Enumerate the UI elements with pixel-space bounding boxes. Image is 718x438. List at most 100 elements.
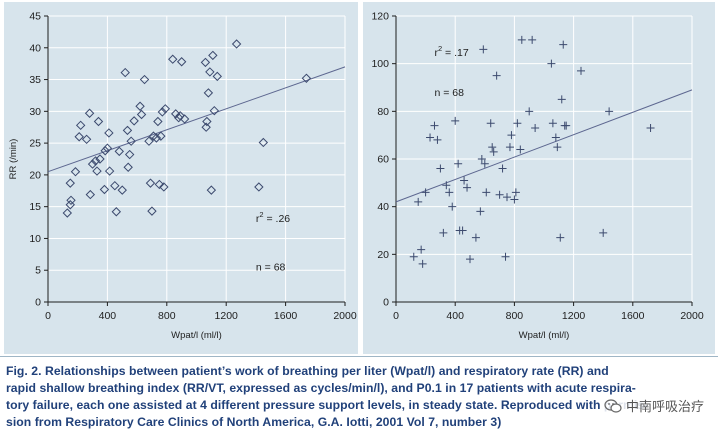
data-point (442, 181, 451, 190)
figure-caption: Fig. 2. Relationships between patient’s … (0, 356, 718, 438)
data-point (301, 73, 312, 83)
data-point (445, 188, 454, 197)
data-point (202, 116, 212, 127)
r-squared-annotation: r2 = .17 (434, 44, 468, 59)
data-point (176, 57, 187, 67)
wechat-icon (604, 398, 622, 413)
data-point (104, 128, 114, 138)
data-point (448, 202, 457, 211)
data-point (492, 71, 501, 80)
x-tick-label: 800 (506, 310, 524, 322)
y-tick-label: 0 (35, 297, 41, 309)
y-tick-label: 0 (383, 297, 389, 309)
y-tick-label: 40 (377, 201, 389, 213)
y-tick-label: 5 (35, 265, 41, 277)
data-point (513, 119, 522, 128)
caption-line-3: tory failure, each one assisted at 4 dif… (6, 398, 649, 412)
data-point (175, 111, 185, 121)
sample-size-annotation: n = 68 (256, 262, 286, 274)
data-point (421, 188, 430, 197)
y-tick-label: 80 (377, 106, 389, 118)
regression-line (47, 66, 346, 173)
y-axis-title: RR (/min) (8, 139, 19, 180)
data-point (120, 67, 130, 78)
data-point (168, 54, 178, 64)
data-point (153, 116, 163, 127)
x-axis-title: Wpat/l (ml/l) (519, 330, 570, 341)
x-tick-label: 0 (45, 310, 51, 322)
data-point (201, 122, 211, 132)
data-point (111, 207, 122, 217)
data-point (498, 164, 507, 173)
data-point (102, 143, 113, 153)
data-point (557, 95, 566, 104)
data-point (160, 104, 171, 114)
data-point (171, 109, 181, 119)
data-point (476, 207, 485, 216)
data-point (129, 116, 139, 126)
y-tick-label: 45 (29, 11, 41, 23)
data-point (122, 125, 133, 136)
data-point (418, 259, 427, 268)
y-tick-label: 120 (371, 11, 389, 23)
data-point (92, 166, 102, 176)
data-point (90, 156, 101, 166)
y-tick-label: 30 (29, 106, 41, 118)
data-point (157, 107, 168, 117)
data-point (99, 184, 110, 195)
data-point (439, 228, 448, 237)
data-point (553, 143, 562, 152)
y-tick-label: 20 (29, 169, 41, 181)
caption-line-1: Fig. 2. Relationships between patient’s … (6, 364, 609, 378)
y-tick-label: 35 (29, 74, 41, 86)
data-point (548, 119, 557, 128)
data-point (531, 124, 540, 133)
data-point (124, 149, 135, 160)
data-point (551, 133, 560, 142)
data-point (159, 182, 169, 192)
x-tick-label: 800 (158, 310, 176, 322)
data-point (559, 40, 568, 49)
data-point (458, 226, 467, 235)
x-tick-label: 1600 (274, 310, 298, 322)
watermark-overlay: 中南呼吸治疗 (599, 395, 708, 416)
data-point (144, 136, 154, 146)
data-point (488, 143, 497, 152)
data-point (605, 107, 614, 116)
data-point (65, 178, 75, 188)
data-point (93, 116, 104, 127)
data-point (117, 185, 127, 195)
data-point (528, 35, 537, 44)
y-tick-label: 60 (377, 154, 389, 166)
data-point (136, 109, 147, 120)
data-point (70, 167, 81, 177)
data-point (84, 108, 95, 118)
data-point (75, 120, 86, 131)
data-point (501, 252, 510, 261)
data-point (258, 137, 269, 148)
y-tick-label: 100 (371, 58, 389, 70)
data-point (547, 59, 556, 68)
data-point (200, 57, 211, 68)
x-tick-label: 0 (393, 310, 399, 322)
data-point (417, 245, 426, 254)
data-point (114, 146, 124, 157)
data-point (503, 193, 511, 202)
data-point (179, 114, 190, 124)
data-point (104, 166, 115, 176)
data-point (489, 147, 498, 156)
data-point (154, 179, 165, 190)
data-point (74, 132, 84, 142)
data-point (145, 178, 156, 188)
x-tick-label: 2000 (680, 310, 704, 322)
data-point (173, 112, 184, 123)
data-point (414, 197, 423, 206)
y-tick-label: 20 (377, 249, 389, 261)
data-point (480, 159, 489, 168)
y-tick-label: 10 (29, 233, 41, 245)
data-point (147, 206, 157, 216)
data-point (110, 180, 120, 191)
data-point (100, 146, 110, 156)
caption-line-4: sion from Respiratory Care Clinics of No… (6, 415, 502, 429)
